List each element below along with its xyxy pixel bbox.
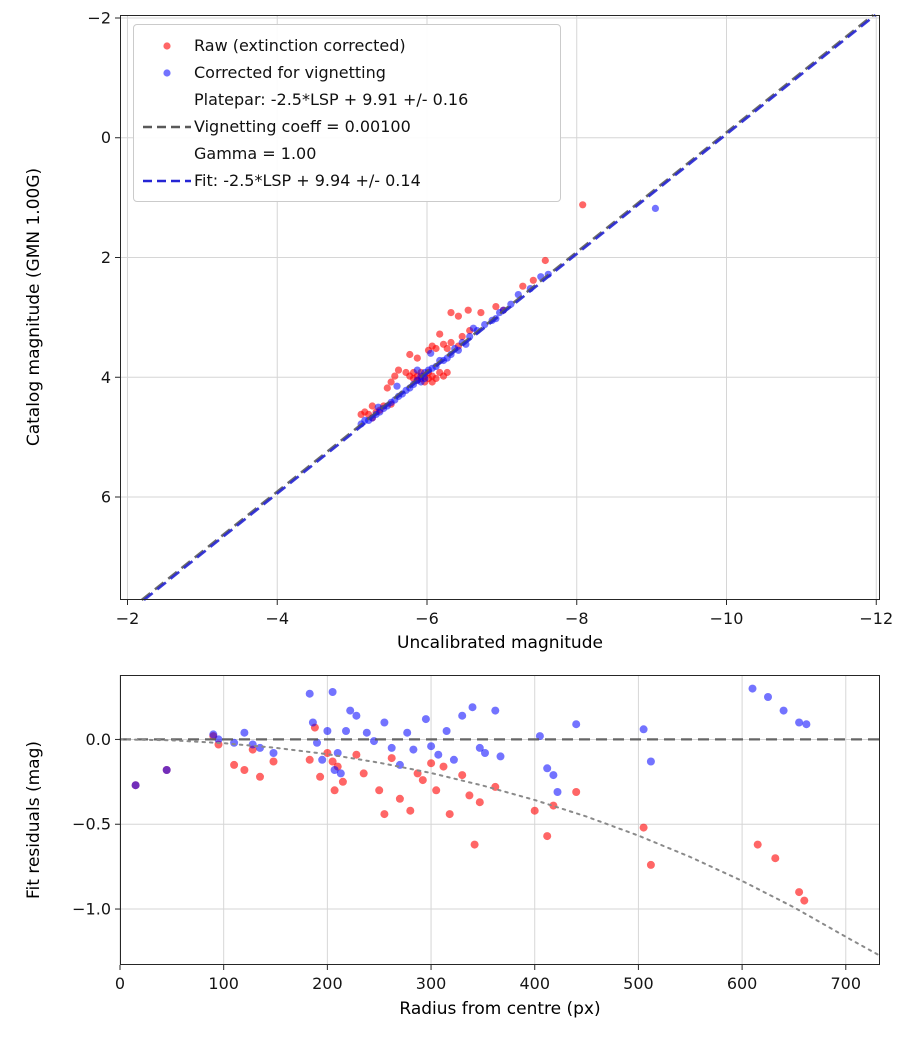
legend-item-raw: Raw (extinction corrected) (140, 32, 554, 59)
legend-item-corrected: Corrected for vignetting (140, 59, 554, 86)
legend: Raw (extinction corrected) Corrected for… (133, 24, 561, 202)
svg-text:100: 100 (208, 974, 239, 993)
svg-text:−8: −8 (565, 609, 589, 628)
svg-text:0: 0 (115, 974, 125, 993)
svg-text:500: 500 (623, 974, 654, 993)
bottom-x-axis-label: Radius from centre (px) (399, 999, 601, 1019)
svg-text:−2: −2 (116, 609, 140, 628)
svg-text:300: 300 (416, 974, 447, 993)
legend-label: Fit: -2.5*LSP + 9.94 +/- 0.14 (194, 171, 421, 190)
legend-item-fit: Fit: -2.5*LSP + 9.94 +/- 0.14 (140, 167, 554, 194)
svg-text:200: 200 (312, 974, 343, 993)
svg-text:2: 2 (101, 248, 111, 267)
svg-text:0: 0 (101, 128, 111, 147)
svg-text:400: 400 (519, 974, 550, 993)
platepar-line (140, 13, 875, 602)
svg-text:−1.0: −1.0 (72, 900, 111, 919)
top-y-axis-label: Catalog magnitude (GMN 1.00G) (24, 167, 44, 447)
svg-text:600: 600 (727, 974, 758, 993)
legend-label: Platepar: -2.5*LSP + 9.91 +/- 0.16 (194, 90, 469, 109)
residuals-plot: 0 100 200 300 400 500 600 700 0.0 −0.5 −1.0 (72, 675, 881, 993)
legend-label: Corrected for vignetting (194, 63, 386, 82)
legend-label: Raw (extinction corrected) (194, 36, 406, 55)
platepar-dash-icon (140, 121, 194, 133)
svg-text:4: 4 (101, 368, 111, 387)
svg-text:−10: −10 (710, 609, 744, 628)
legend-item-platepar: Platepar: -2.5*LSP + 9.91 +/- 0.16 (140, 86, 554, 113)
raw-residuals (131, 723, 809, 905)
svg-text:−12: −12 (859, 609, 893, 628)
svg-text:0.0: 0.0 (86, 730, 111, 749)
svg-text:−0.5: −0.5 (72, 815, 111, 834)
corrected-residuals (131, 684, 811, 796)
corrected-marker-icon (140, 67, 194, 79)
svg-text:6: 6 (101, 488, 111, 507)
legend-label: Vignetting coeff = 0.00100 (194, 117, 411, 136)
raw-scatter (357, 201, 587, 422)
fit-line (143, 13, 877, 602)
legend-item-gamma: Gamma = 1.00 (140, 140, 554, 167)
legend-label: Gamma = 1.00 (194, 144, 317, 163)
legend-item-vignetting-coeff: Vignetting coeff = 0.00100 (140, 113, 554, 140)
vignetting-model-curve (119, 738, 881, 957)
fit-dash-icon (140, 175, 194, 187)
svg-text:700: 700 (831, 974, 862, 993)
magnitude-fit-plot: −2 −4 −6 −8 −10 −12 −2 0 2 4 6 (87, 8, 893, 628)
top-x-axis-label: Uncalibrated magnitude (397, 633, 603, 653)
raw-marker-icon (140, 40, 194, 52)
svg-text:−6: −6 (415, 609, 439, 628)
svg-text:−2: −2 (87, 8, 111, 27)
svg-text:−4: −4 (265, 609, 289, 628)
bottom-y-axis-label: Fit residuals (mag) (24, 741, 44, 899)
